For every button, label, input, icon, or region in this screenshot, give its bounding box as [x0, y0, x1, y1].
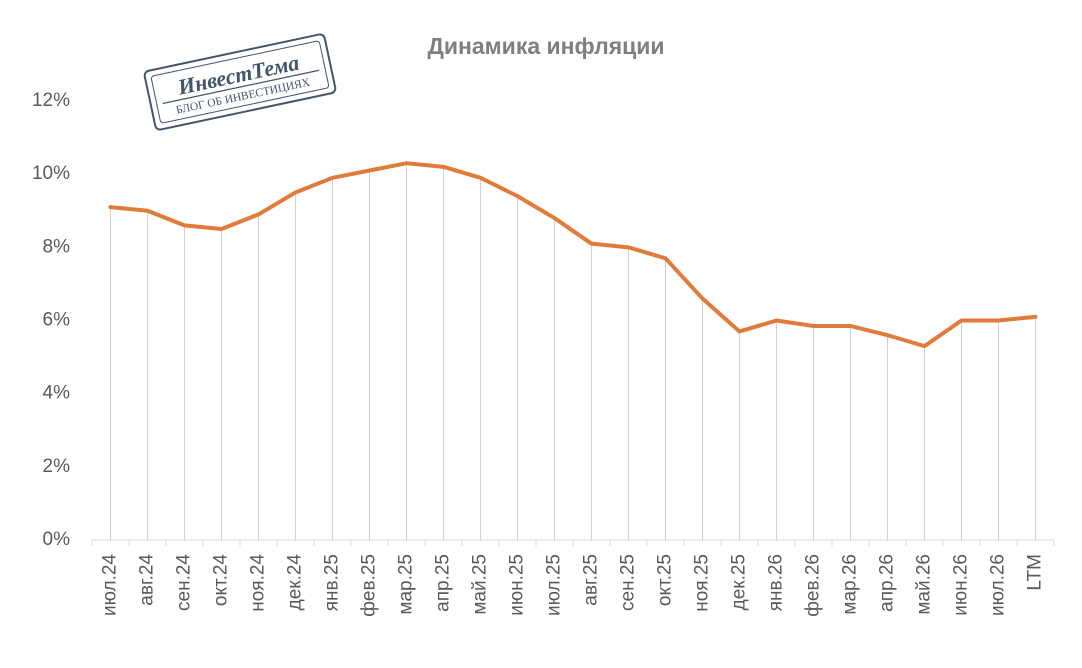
- logo: ИнвестТема БЛОГ ОБ ИНВЕСТИЦИЯХ: [143, 33, 337, 131]
- x-tick-label: июл.26: [988, 554, 1009, 616]
- x-tick-label: окт.25: [655, 554, 676, 606]
- x-tick-label: ноя.24: [248, 554, 269, 612]
- x-tick-label: апр.26: [877, 554, 898, 612]
- y-tick-label: 8%: [43, 236, 71, 257]
- x-tick-label: май.25: [470, 554, 491, 615]
- x-tick-label: июл.25: [544, 554, 565, 616]
- y-tick-label: 12%: [32, 90, 70, 111]
- y-tick-label: 0%: [43, 529, 71, 550]
- x-tick-label: мар.26: [840, 554, 861, 615]
- line: [108, 161, 1038, 349]
- x-tick-label: апр.25: [433, 554, 454, 612]
- x-tick-label: авг.24: [137, 554, 158, 606]
- x-tick-label: май.26: [914, 554, 935, 615]
- chart-title: Динамика инфляции: [427, 33, 664, 59]
- y-tick-label: 6%: [43, 310, 71, 331]
- y-tick-label: 2%: [43, 456, 71, 477]
- x-tick-label: июн.26: [951, 554, 972, 616]
- x-tick-label: дек.24: [285, 554, 306, 611]
- x-tick-label: сен.25: [618, 554, 639, 611]
- x-tick-label: фев.26: [803, 554, 824, 617]
- x-tick-label: дек.25: [729, 554, 750, 610]
- y-tick-label: 4%: [43, 383, 71, 404]
- logo-frame: [143, 33, 337, 131]
- x-tick-label: ноя.25: [692, 554, 713, 612]
- x-tick-label: янв.26: [766, 554, 787, 611]
- x-tick-label: июн.25: [507, 554, 528, 616]
- logo-rule: [162, 69, 320, 105]
- x-tick-label: сен.24: [174, 554, 195, 611]
- x-tick-label: окт.24: [211, 554, 232, 607]
- y-tick-label: 10%: [32, 163, 70, 184]
- logo-inner-frame: [150, 40, 330, 124]
- x-tick-label: LTM: [1025, 554, 1046, 591]
- x-tick-label: фев.25: [359, 554, 380, 617]
- x-tick-label: авг.25: [581, 554, 602, 606]
- x-tick-label: янв.25: [322, 554, 343, 611]
- x-tick-label: мар.25: [396, 554, 417, 615]
- x-tick-label: июл.24: [100, 554, 121, 616]
